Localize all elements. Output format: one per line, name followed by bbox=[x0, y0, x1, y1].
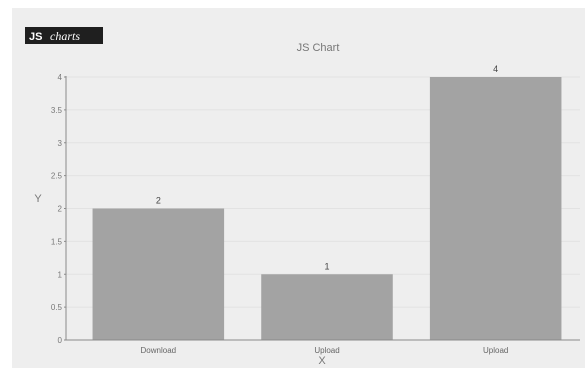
y-tick-label: 0 bbox=[58, 336, 63, 345]
y-tick-label: 3 bbox=[58, 139, 63, 148]
y-tick-label: 4 bbox=[58, 73, 63, 82]
bar bbox=[92, 208, 225, 340]
x-tick-label: Upload bbox=[314, 346, 339, 355]
bar bbox=[429, 77, 562, 340]
y-tick-label: 2 bbox=[58, 205, 63, 214]
chart-title: JS Chart bbox=[297, 42, 340, 54]
jscharts-logo: JS charts bbox=[25, 27, 103, 44]
x-tick-label: Download bbox=[141, 346, 177, 355]
y-tick-label: 0.5 bbox=[51, 303, 63, 312]
y-tick-label: 2.5 bbox=[51, 172, 63, 181]
x-tick-labels: Download Upload Upload bbox=[141, 346, 509, 355]
bar-value-label: 2 bbox=[156, 196, 161, 206]
y-tick-label: 1 bbox=[58, 270, 63, 279]
y-tick-label: 1.5 bbox=[51, 237, 63, 246]
data-labels: 2 1 4 bbox=[156, 64, 498, 271]
x-tick-label: Upload bbox=[483, 346, 508, 355]
y-tick-label: 3.5 bbox=[51, 106, 63, 115]
bar bbox=[261, 274, 393, 340]
x-axis-title: X bbox=[318, 355, 326, 367]
bar-value-label: 4 bbox=[493, 64, 498, 74]
logo-badge bbox=[25, 27, 103, 44]
y-axis-title: Y bbox=[34, 193, 42, 205]
bar-value-label: 1 bbox=[324, 261, 329, 271]
logo-js-text: JS bbox=[29, 31, 42, 43]
logo-word-text: charts bbox=[50, 29, 80, 43]
bars-layer bbox=[92, 77, 562, 340]
